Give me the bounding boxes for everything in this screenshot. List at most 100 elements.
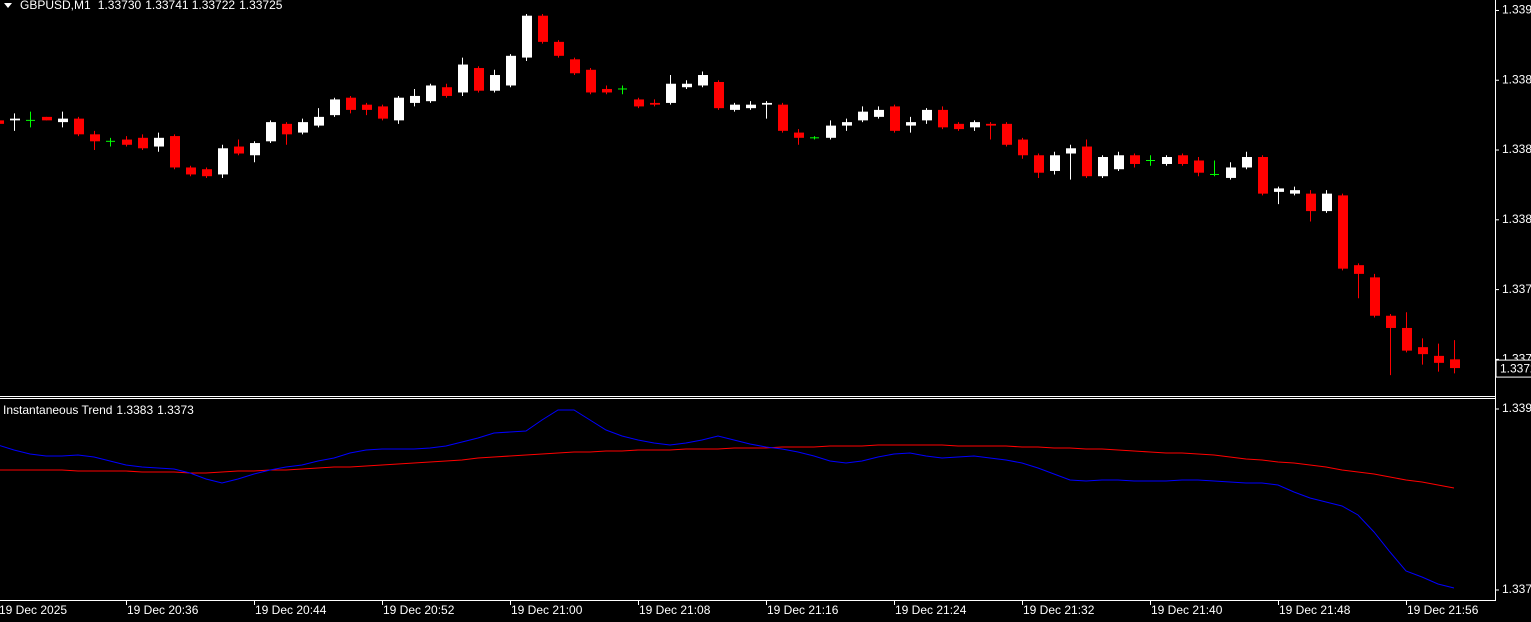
candle-body [986, 123, 996, 126]
candle-body [10, 118, 20, 121]
candle-body [426, 85, 436, 102]
x-tick-label: 19 Dec 21:48 [1279, 603, 1351, 617]
candle-body [1194, 160, 1204, 173]
candle-body [1258, 157, 1268, 194]
candle-body [506, 55, 516, 86]
candle-body [282, 123, 292, 135]
current-price-label: 1.33725 [1500, 361, 1531, 375]
indicator-header: Instantaneous Trend 1.3383 1.3373 [3, 403, 194, 417]
candle-body [138, 137, 148, 149]
candle-body [554, 41, 564, 56]
candle-body [234, 146, 244, 154]
candle-body [826, 125, 836, 138]
candle-body [1370, 277, 1380, 316]
x-tick-label: 19 Dec 21:40 [1151, 603, 1223, 617]
candle-body [842, 122, 852, 126]
candle-body [394, 97, 404, 121]
x-tick-label: 19 Dec 21:08 [639, 603, 711, 617]
candle-body [1274, 188, 1284, 192]
candle-body [378, 106, 388, 119]
x-tick-label: 19 Dec 21:00 [511, 603, 583, 617]
y-tick-label: 1.33810 [1502, 212, 1531, 226]
candle-body [1354, 265, 1364, 274]
candle-body [42, 116, 52, 121]
candle-body [522, 15, 532, 58]
indicator-value: 1.3373 [157, 403, 194, 417]
symbol: GBPUSD,M1 [20, 0, 91, 12]
indicator-line [0, 409, 1455, 589]
x-tick-label: 19 Dec 21:56 [1407, 603, 1479, 617]
candle-body [666, 83, 676, 103]
chart-header: GBPUSD,M1 1.33730 1.33741 1.33722 1.33725 [20, 0, 283, 12]
menu-arrow[interactable] [4, 3, 12, 8]
candle-body [186, 167, 196, 175]
candle-body [602, 88, 612, 93]
x-tick-label: 19 Dec 21:24 [895, 603, 967, 617]
candle-body [202, 169, 212, 177]
candle-body [1002, 123, 1012, 145]
header-close: 1.33725 [239, 0, 283, 12]
y-tick-label: 1.33850 [1502, 142, 1531, 156]
candle-body [1162, 157, 1172, 164]
candle-body [586, 69, 596, 93]
candle-body [154, 137, 164, 147]
candle-body [938, 109, 948, 128]
x-tick-label: 19 Dec 21:32 [1023, 603, 1095, 617]
candle-body [1098, 157, 1108, 177]
candle-body [1114, 155, 1124, 170]
candle-body [250, 143, 260, 156]
candle-body [1226, 167, 1236, 178]
candle-body [74, 118, 84, 135]
header-low: 1.33722 [192, 0, 236, 12]
indicator-value: 1.3383 [116, 403, 153, 417]
candle-body [1386, 315, 1396, 328]
candle-body [90, 134, 100, 142]
candle-body [1130, 155, 1140, 164]
candle-body [570, 59, 580, 74]
y-tick-label: 1.33770 [1502, 282, 1531, 296]
candle-body [1418, 347, 1428, 355]
candle-body [298, 122, 308, 133]
candle-body [1402, 327, 1412, 351]
candle-body [858, 111, 868, 121]
candle-body [730, 104, 740, 110]
candle-body [346, 97, 356, 110]
candle-body [58, 118, 68, 123]
candle-body [890, 106, 900, 131]
x-tick-label: 19 Dec 20:44 [255, 603, 327, 617]
candle-body [954, 123, 964, 130]
candle-body [1450, 359, 1460, 369]
candle-body [1306, 193, 1316, 212]
candle-body [922, 109, 932, 121]
candle-body [1018, 139, 1028, 156]
marks: 1.33730 1.33770 1.33810 1.33850 1.33890 1.339… [0, 3, 1531, 617]
candle-body [1290, 190, 1300, 194]
candle-body [0, 120, 4, 124]
candle-body [1066, 148, 1076, 154]
candle-body [746, 104, 756, 109]
y-tick-label: 1.33930 [1502, 3, 1531, 17]
candle-body [1050, 155, 1060, 171]
candle-body [682, 83, 692, 88]
candle-body [170, 136, 180, 168]
x-tick-label: 19 Dec 20:52 [383, 603, 455, 617]
candle-body [970, 122, 980, 128]
y-tick-label: 1.33890 [1502, 72, 1531, 86]
candle-body [1338, 195, 1348, 269]
candle-body [698, 75, 708, 86]
candle-body [634, 99, 644, 107]
x-tick-label: 19 Dec 20:36 [127, 603, 199, 617]
indicator-line [0, 444, 1455, 489]
x-tick-label: 19 Dec 2025 [0, 603, 67, 617]
candle-body [1322, 193, 1332, 212]
candle-body [330, 99, 340, 116]
candle-body [314, 116, 324, 126]
candle-body [794, 132, 804, 138]
candle-body [362, 104, 372, 110]
candle-body [410, 95, 420, 103]
candle-body [874, 109, 884, 117]
candle-body [1034, 155, 1044, 173]
